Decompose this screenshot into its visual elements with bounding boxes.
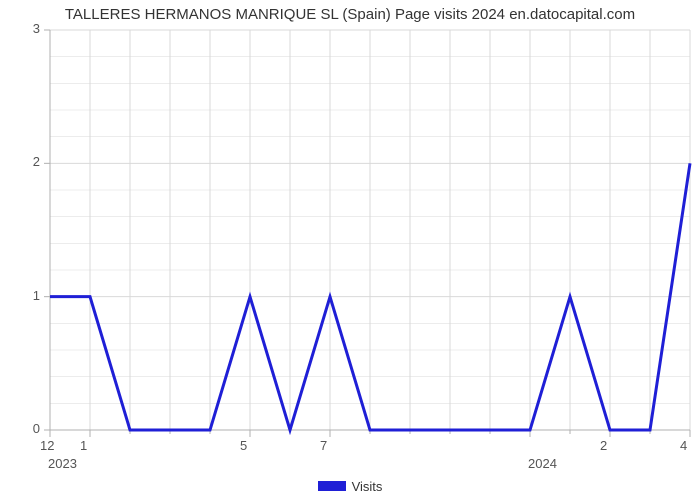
x-tick-label: 12 <box>40 438 54 453</box>
visits-line-chart: TALLERES HERMANOS MANRIQUE SL (Spain) Pa… <box>0 0 700 500</box>
x-tick-label: 5 <box>240 438 247 453</box>
chart-svg <box>0 0 700 500</box>
x-year-label: 2024 <box>528 456 557 471</box>
x-tick-label: 7 <box>320 438 327 453</box>
y-tick-label: 1 <box>33 288 40 303</box>
y-tick-label: 2 <box>33 154 40 169</box>
x-year-label: 2023 <box>48 456 77 471</box>
legend-swatch <box>318 481 346 491</box>
legend-label: Visits <box>352 479 383 494</box>
x-tick-label: 1 <box>80 438 87 453</box>
legend-item-visits: Visits <box>318 479 383 494</box>
x-tick-label: 2 <box>600 438 607 453</box>
chart-legend: Visits <box>0 478 700 496</box>
y-tick-label: 3 <box>33 21 40 36</box>
x-tick-label: 4 <box>680 438 687 453</box>
y-tick-label: 0 <box>33 421 40 436</box>
